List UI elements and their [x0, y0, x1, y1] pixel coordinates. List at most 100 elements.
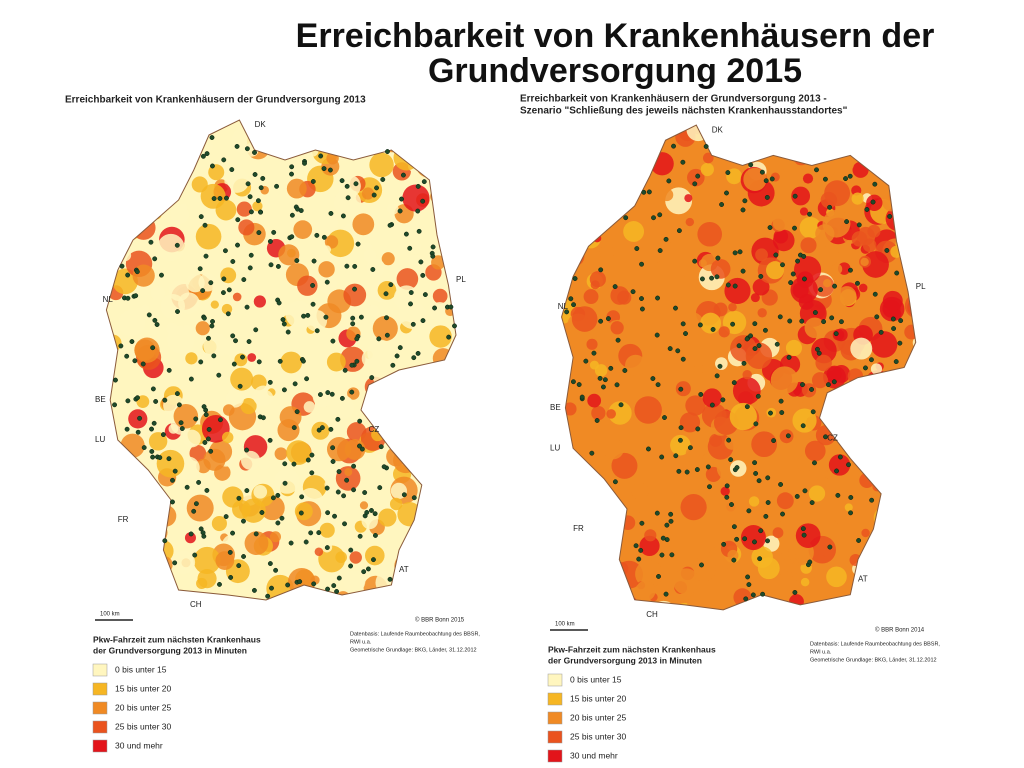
travel-time-area	[453, 285, 457, 298]
travel-time-area	[899, 202, 916, 222]
hospital	[231, 361, 237, 367]
hospital	[576, 382, 582, 388]
hospital	[833, 331, 839, 337]
travel-time-area	[257, 457, 271, 470]
hospital	[336, 575, 342, 581]
hospital	[731, 380, 737, 386]
hospital	[639, 296, 644, 302]
travel-time-area	[372, 315, 398, 341]
hospital	[794, 493, 800, 499]
travel-time-area	[566, 347, 579, 359]
map-panel: Erreichbarkeit von Krankenhäusern der Gr…	[65, 95, 480, 753]
hospital	[732, 283, 738, 289]
hospital	[671, 143, 676, 149]
hospital	[352, 263, 358, 269]
travel-time-area	[375, 570, 401, 596]
travel-time-area	[898, 161, 909, 171]
hospital	[206, 426, 212, 432]
travel-time-area	[395, 573, 421, 600]
travel-time-area	[561, 148, 571, 160]
hospital	[731, 557, 737, 563]
travel-time-area	[330, 120, 358, 140]
hospital	[760, 591, 766, 597]
hospital	[714, 274, 720, 280]
hospital	[192, 552, 198, 558]
hospital	[247, 265, 253, 271]
hospital	[210, 163, 215, 169]
hospital	[292, 381, 298, 387]
hospital	[200, 288, 206, 294]
travel-time-area	[752, 278, 770, 296]
travel-time-area	[225, 389, 244, 408]
travel-time-area	[862, 399, 876, 413]
travel-time-area	[89, 412, 102, 425]
travel-time-area	[131, 205, 152, 226]
hospital	[227, 549, 233, 555]
travel-time-area	[106, 133, 109, 150]
hospital	[737, 249, 743, 255]
hospital	[742, 536, 748, 542]
hospital	[683, 331, 688, 337]
travel-time-area	[730, 335, 757, 362]
hospital	[753, 471, 759, 476]
hospital	[146, 312, 152, 318]
travel-time-area	[253, 295, 266, 308]
travel-time-area	[757, 308, 767, 318]
hospital	[222, 248, 228, 254]
travel-time-area	[441, 385, 457, 406]
travel-time-area	[917, 223, 935, 241]
travel-time-area	[106, 506, 111, 526]
travel-time-area	[166, 326, 195, 354]
travel-time-area	[369, 152, 394, 178]
travel-time-area	[541, 533, 559, 551]
hospital	[330, 338, 336, 344]
hospital	[359, 446, 365, 452]
travel-time-area	[826, 366, 842, 382]
hospital	[639, 306, 645, 312]
hospital	[350, 321, 356, 327]
travel-time-area	[685, 217, 695, 227]
map-panel: Erreichbarkeit von Krankenhäusern der Gr…	[520, 94, 940, 763]
country-label: NL	[558, 302, 569, 311]
hospital	[376, 336, 382, 342]
travel-time-area	[684, 194, 693, 203]
travel-time-area	[344, 468, 353, 477]
travel-time-area	[402, 531, 430, 559]
travel-time-area	[728, 205, 738, 215]
hospital	[364, 509, 370, 515]
travel-time-area	[343, 120, 354, 125]
travel-time-area	[107, 121, 125, 139]
hospital	[381, 464, 387, 470]
legend-label: 0 bis unter 15	[115, 664, 167, 674]
travel-time-area	[429, 487, 448, 506]
travel-time-area	[446, 537, 457, 563]
travel-time-area	[451, 495, 457, 519]
travel-time-area	[452, 172, 457, 200]
hospital	[827, 204, 833, 210]
travel-time-area	[610, 321, 624, 335]
hospital	[684, 469, 690, 475]
travel-time-area	[156, 449, 185, 478]
travel-time-area	[293, 220, 313, 239]
hospital	[384, 315, 389, 321]
hospital	[863, 365, 868, 371]
travel-time-area	[776, 492, 794, 510]
travel-time-area	[436, 513, 457, 540]
hospital	[282, 480, 288, 486]
hospital	[305, 312, 311, 318]
legend-swatch	[92, 739, 108, 753]
travel-time-area	[314, 547, 324, 556]
hospital	[834, 468, 840, 474]
legend-swatch	[547, 749, 563, 763]
hospital	[792, 589, 798, 595]
travel-time-area	[178, 203, 188, 212]
country-label: NL	[103, 295, 114, 304]
hospital	[416, 228, 422, 234]
travel-time-area	[821, 598, 849, 610]
hospital	[800, 526, 806, 532]
hospital	[878, 329, 884, 335]
travel-time-area	[804, 440, 826, 462]
hospital	[837, 454, 843, 460]
hospital	[394, 353, 400, 359]
travel-time-area	[698, 608, 710, 610]
